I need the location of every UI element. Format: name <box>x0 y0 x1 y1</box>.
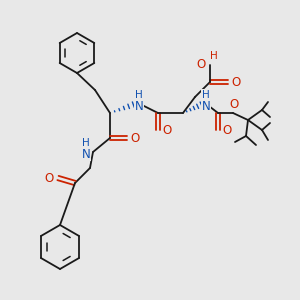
Text: H: H <box>82 138 90 148</box>
Text: O: O <box>130 133 140 146</box>
Text: O: O <box>222 124 232 137</box>
Text: O: O <box>196 58 206 71</box>
Text: N: N <box>135 100 143 112</box>
Text: O: O <box>230 98 238 112</box>
Text: H: H <box>135 90 143 100</box>
Text: O: O <box>231 76 241 88</box>
Text: N: N <box>202 100 210 112</box>
Text: O: O <box>162 124 172 137</box>
Text: H: H <box>202 90 210 100</box>
Text: N: N <box>82 148 90 160</box>
Text: O: O <box>44 172 54 185</box>
Text: H: H <box>210 51 218 61</box>
